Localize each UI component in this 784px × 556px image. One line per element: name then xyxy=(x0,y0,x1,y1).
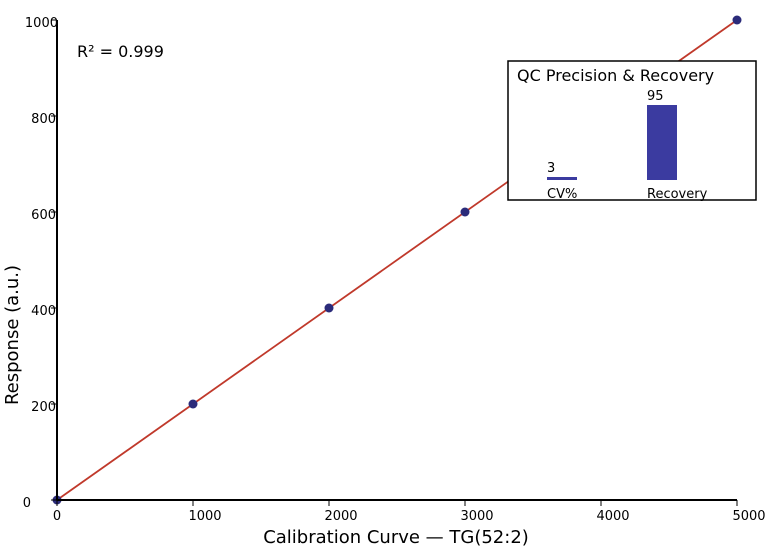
x-tick-label: 0 xyxy=(53,509,61,524)
inset-bar xyxy=(547,177,577,180)
x-tick-label: 5000 xyxy=(732,509,765,524)
inset-category-label: CV% xyxy=(547,187,577,202)
inset-bar-chart: 3 CV% 95 Recovery QC Precision & Recovery xyxy=(507,60,757,202)
y-tick-label: 1000 xyxy=(25,16,58,31)
inset-bar-value: 3 xyxy=(547,161,555,176)
inset-frame xyxy=(507,60,757,201)
x-tick-label: 4000 xyxy=(596,509,629,524)
data-point xyxy=(188,399,198,409)
x-axis-label: Calibration Curve — TG(52:2) xyxy=(263,527,529,548)
x-tick-label: 1000 xyxy=(188,509,221,524)
inset-category-label: Recovery xyxy=(647,187,708,202)
data-point xyxy=(324,303,334,313)
x-tick-label: 2000 xyxy=(324,509,357,524)
inset-bar xyxy=(647,105,677,180)
y-tick-label: 200 xyxy=(31,400,56,415)
y-tick-label: 800 xyxy=(31,112,56,127)
y-tick-label: 0 xyxy=(23,496,31,511)
data-point xyxy=(460,207,470,217)
inset-title: QC Precision & Recovery xyxy=(517,66,714,85)
x-tick-label: 3000 xyxy=(460,509,493,524)
r-squared-annotation: R² = 0.999 xyxy=(77,42,164,61)
y-tick-label: 600 xyxy=(31,208,56,223)
data-point xyxy=(732,15,742,25)
y-axis-label: Response (a.u.) xyxy=(2,265,23,405)
inset-bar-value: 95 xyxy=(647,89,664,104)
y-tick-label: 400 xyxy=(31,304,56,319)
